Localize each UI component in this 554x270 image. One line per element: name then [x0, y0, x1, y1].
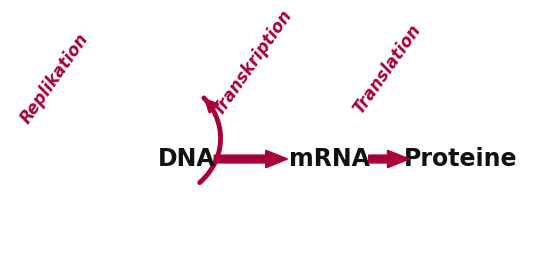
FancyArrow shape	[214, 150, 288, 168]
Text: Transkription: Transkription	[209, 6, 295, 119]
Text: mRNA: mRNA	[289, 147, 370, 171]
Text: DNA: DNA	[158, 147, 216, 171]
Text: Proteine: Proteine	[404, 147, 517, 171]
Text: Replikation: Replikation	[17, 31, 93, 127]
FancyArrow shape	[369, 150, 409, 168]
Text: Translation: Translation	[349, 22, 424, 118]
